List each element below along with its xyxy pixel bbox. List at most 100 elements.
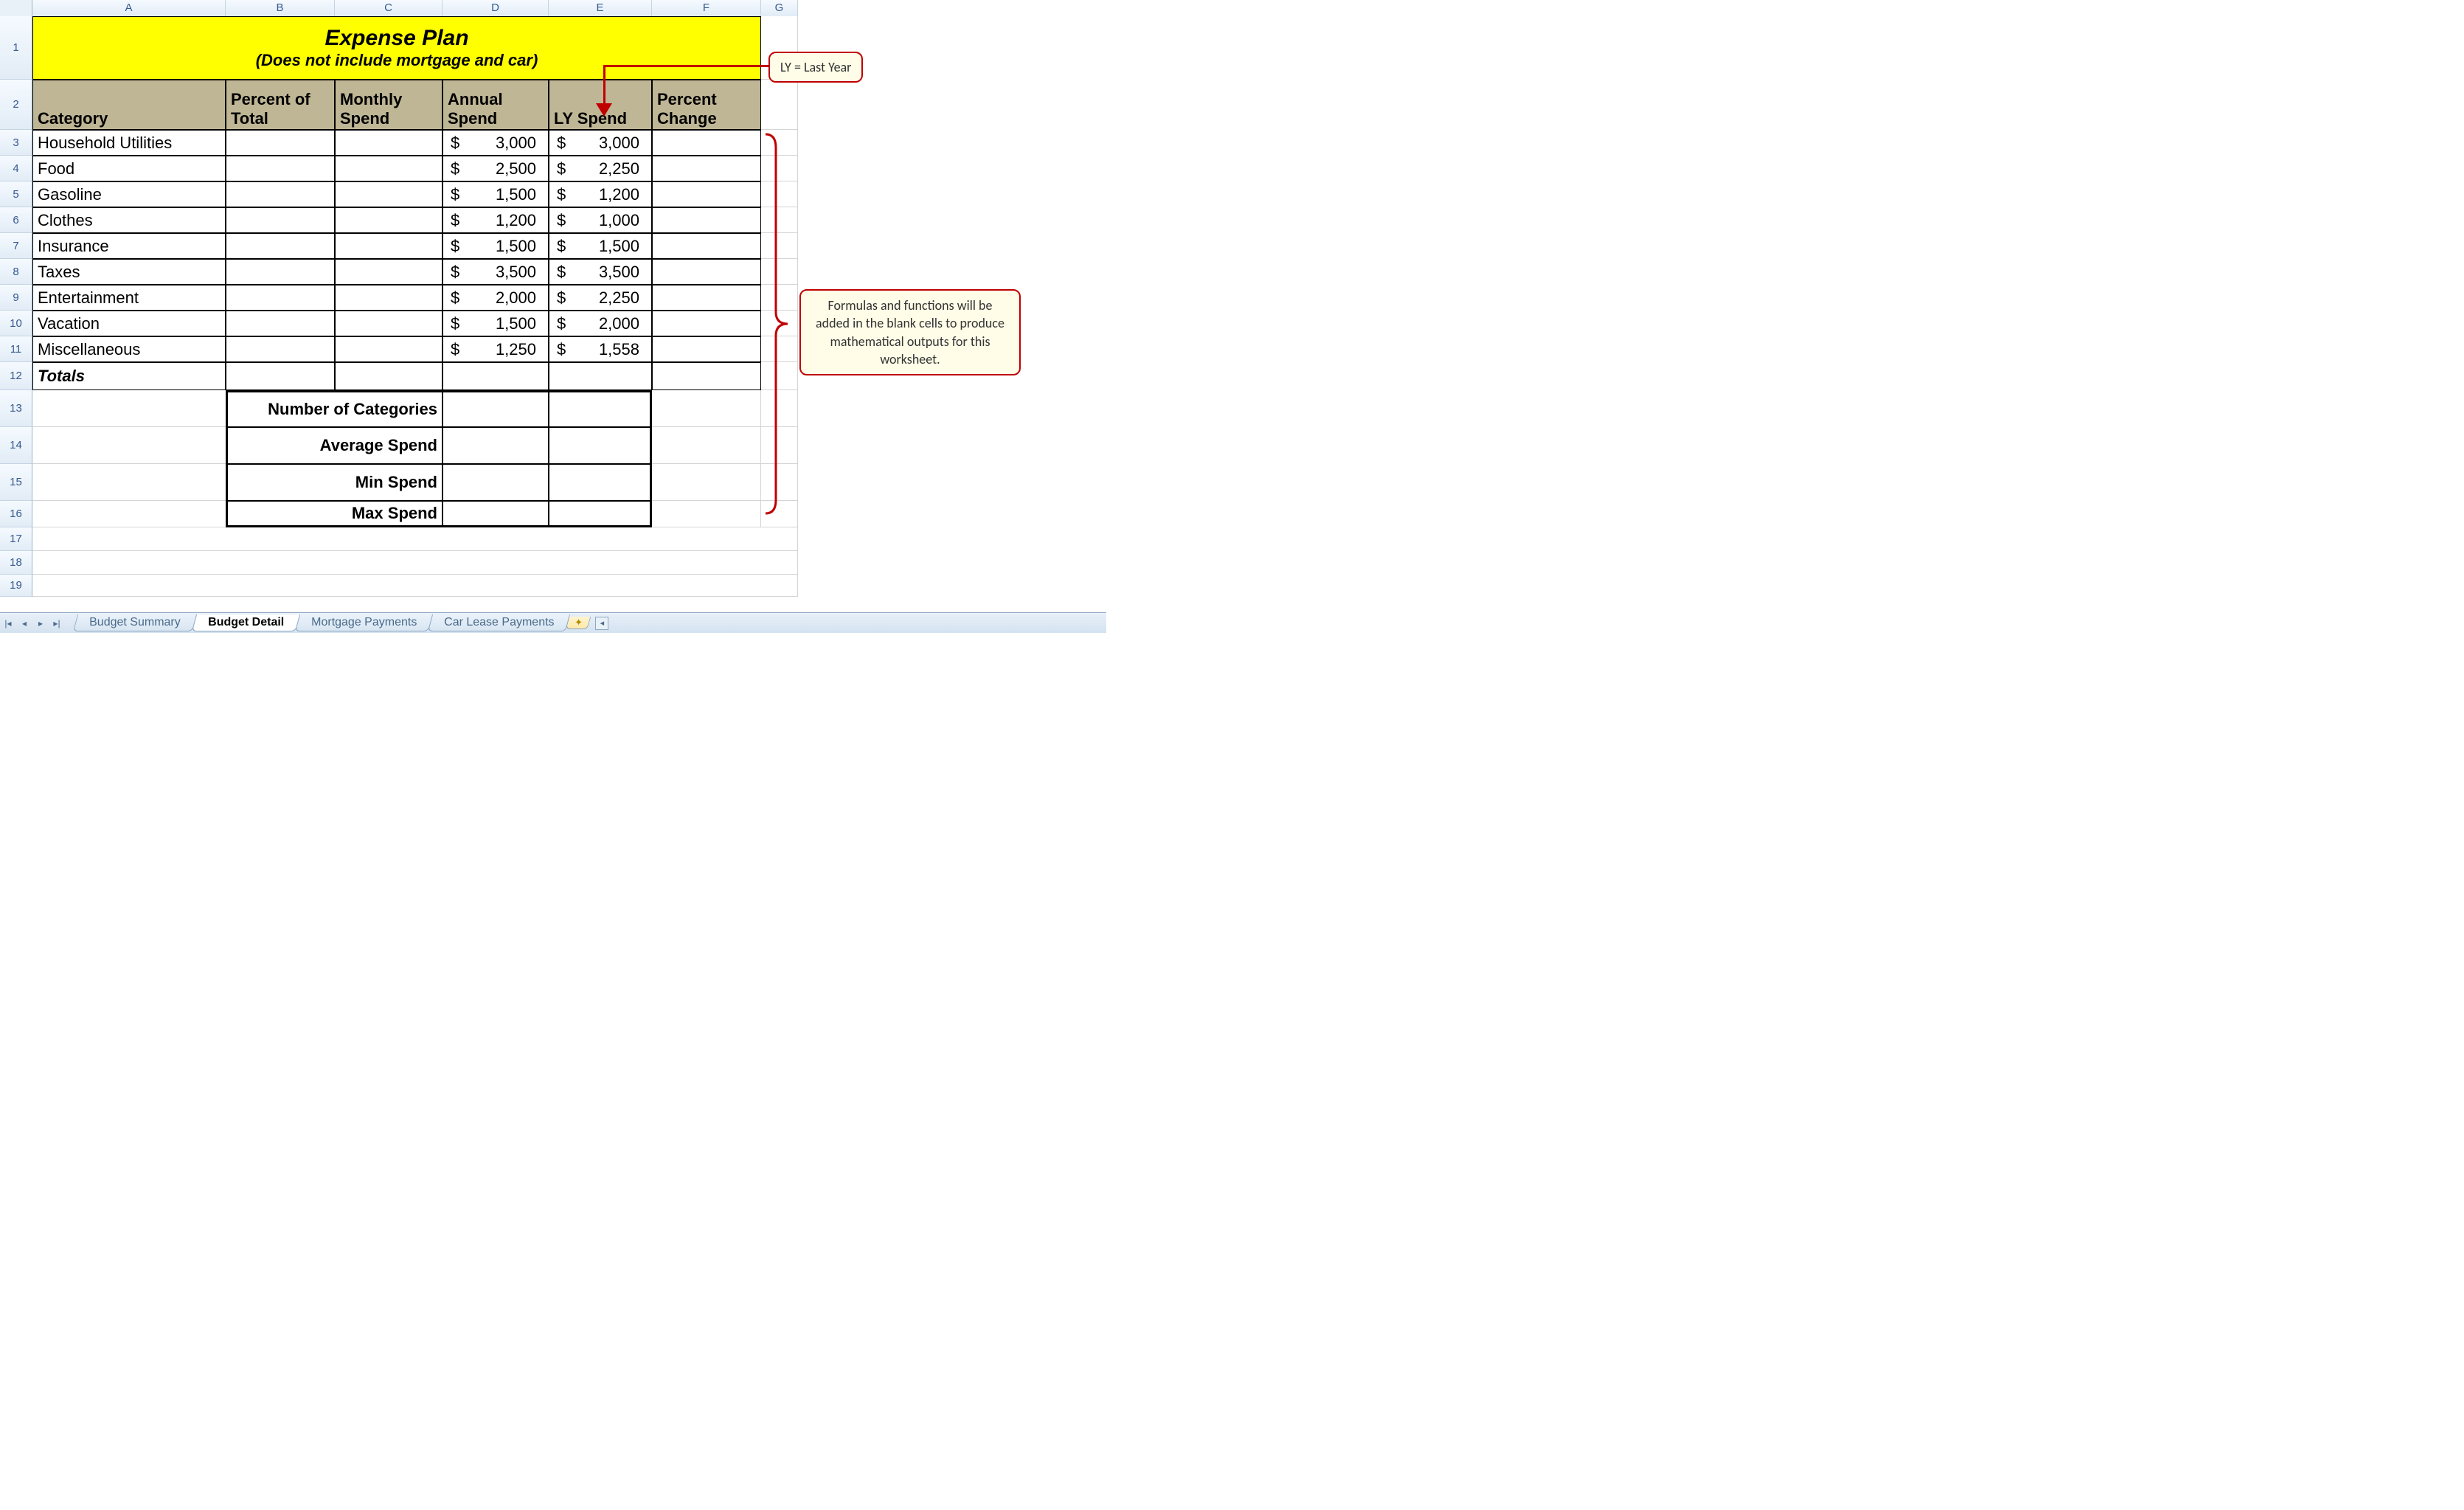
row-header-5[interactable]: 5 xyxy=(0,181,32,207)
row-header-7[interactable]: 7 xyxy=(0,233,32,259)
totals-mon[interactable] xyxy=(335,362,443,390)
cell-annual[interactable]: $1,250 xyxy=(443,336,549,362)
tab-nav-first[interactable]: |◂ xyxy=(0,615,16,631)
cell-F14[interactable] xyxy=(652,427,761,464)
stat-max-e[interactable] xyxy=(549,501,652,527)
stat-avg-label[interactable]: Average Spend xyxy=(226,427,443,464)
cell-A16[interactable] xyxy=(32,501,226,527)
cell-pchange[interactable] xyxy=(652,156,761,181)
col-header-G[interactable]: G xyxy=(761,0,798,16)
cell-category[interactable]: Household Utilities xyxy=(32,130,226,156)
row-header-10[interactable]: 10 xyxy=(0,311,32,336)
cell-pchange[interactable] xyxy=(652,130,761,156)
totals-ann[interactable] xyxy=(443,362,549,390)
row-header-18[interactable]: 18 xyxy=(0,551,32,575)
row-header-4[interactable]: 4 xyxy=(0,156,32,181)
cell-ly[interactable]: $1,558 xyxy=(549,336,652,362)
stat-numcat-label[interactable]: Number of Categories xyxy=(226,390,443,427)
sheet-tab[interactable]: Budget Detail xyxy=(192,614,300,631)
cell-F15[interactable] xyxy=(652,464,761,501)
col-header-B[interactable]: B xyxy=(226,0,335,16)
stat-min-e[interactable] xyxy=(549,464,652,501)
cell-monthly[interactable] xyxy=(335,285,443,311)
cell-pchange[interactable] xyxy=(652,259,761,285)
cell-ly[interactable]: $3,000 xyxy=(549,130,652,156)
row-header-2[interactable]: 2 xyxy=(0,80,32,130)
row-header-16[interactable]: 16 xyxy=(0,501,32,527)
tab-nav-next[interactable]: ▸ xyxy=(32,615,49,631)
cell-ly[interactable]: $2,250 xyxy=(549,156,652,181)
row-header-3[interactable]: 3 xyxy=(0,130,32,156)
tab-nav-prev[interactable]: ◂ xyxy=(16,615,32,631)
totals-label[interactable]: Totals xyxy=(32,362,226,390)
cell-category[interactable]: Insurance xyxy=(32,233,226,259)
row-header-13[interactable]: 13 xyxy=(0,390,32,427)
title-cell[interactable]: Expense Plan (Does not include mortgage … xyxy=(32,16,761,80)
cell-pchange[interactable] xyxy=(652,181,761,207)
cell-A15[interactable] xyxy=(32,464,226,501)
cell-category[interactable]: Vacation xyxy=(32,311,226,336)
stat-min-label[interactable]: Min Spend xyxy=(226,464,443,501)
cell-category[interactable]: Taxes xyxy=(32,259,226,285)
hdr-category[interactable]: Category xyxy=(32,80,226,130)
row-header-11[interactable]: 11 xyxy=(0,336,32,362)
totals-pct[interactable] xyxy=(226,362,335,390)
row-header-19[interactable]: 19 xyxy=(0,575,32,597)
col-header-A[interactable]: A xyxy=(32,0,226,16)
row-header-14[interactable]: 14 xyxy=(0,427,32,464)
cell-pct[interactable] xyxy=(226,285,335,311)
cell-annual[interactable]: $2,500 xyxy=(443,156,549,181)
stat-max-label[interactable]: Max Spend xyxy=(226,501,443,527)
cell-category[interactable]: Food xyxy=(32,156,226,181)
cell-pct[interactable] xyxy=(226,259,335,285)
cell-annual[interactable]: $2,000 xyxy=(443,285,549,311)
cell-ly[interactable]: $1,200 xyxy=(549,181,652,207)
cell-monthly[interactable] xyxy=(335,181,443,207)
sheet-tab[interactable]: Mortgage Payments xyxy=(295,614,433,631)
cell-pct[interactable] xyxy=(226,130,335,156)
row-header-17[interactable]: 17 xyxy=(0,527,32,551)
cell-A13[interactable] xyxy=(32,390,226,427)
cell-category[interactable]: Gasoline xyxy=(32,181,226,207)
cell-pchange[interactable] xyxy=(652,336,761,362)
row-header-1[interactable]: 1 xyxy=(0,16,32,80)
row-19[interactable] xyxy=(32,575,798,597)
cell-ly[interactable]: $3,500 xyxy=(549,259,652,285)
row-header-15[interactable]: 15 xyxy=(0,464,32,501)
cell-monthly[interactable] xyxy=(335,336,443,362)
select-all-corner[interactable] xyxy=(0,0,32,16)
row-header-9[interactable]: 9 xyxy=(0,285,32,311)
cell-F16[interactable] xyxy=(652,501,761,527)
row-17[interactable] xyxy=(32,527,798,551)
cell-annual[interactable]: $3,500 xyxy=(443,259,549,285)
cell-annual[interactable]: $1,500 xyxy=(443,311,549,336)
col-header-D[interactable]: D xyxy=(443,0,549,16)
cell-pchange[interactable] xyxy=(652,311,761,336)
cell-annual[interactable]: $1,500 xyxy=(443,181,549,207)
sheet-tab[interactable]: Budget Summary xyxy=(73,614,197,631)
cell-category[interactable]: Miscellaneous xyxy=(32,336,226,362)
cell-annual[interactable]: $1,200 xyxy=(443,207,549,233)
cell-monthly[interactable] xyxy=(335,233,443,259)
cell-category[interactable]: Clothes xyxy=(32,207,226,233)
insert-sheet-tab[interactable]: ✦ xyxy=(566,617,591,629)
cell-ly[interactable]: $1,000 xyxy=(549,207,652,233)
hdr-pct[interactable]: Percent of Total xyxy=(226,80,335,130)
cell-annual[interactable]: $3,000 xyxy=(443,130,549,156)
cell-pct[interactable] xyxy=(226,233,335,259)
cell-pct[interactable] xyxy=(226,156,335,181)
cell-ly[interactable]: $2,250 xyxy=(549,285,652,311)
cell-ly[interactable]: $1,500 xyxy=(549,233,652,259)
col-header-E[interactable]: E xyxy=(549,0,652,16)
row-18[interactable] xyxy=(32,551,798,575)
tab-nav-last[interactable]: ▸| xyxy=(49,615,65,631)
cell-pct[interactable] xyxy=(226,311,335,336)
cell-monthly[interactable] xyxy=(335,311,443,336)
cell-monthly[interactable] xyxy=(335,207,443,233)
cell-category[interactable]: Entertainment xyxy=(32,285,226,311)
cell-monthly[interactable] xyxy=(335,156,443,181)
sheet-tab[interactable]: Car Lease Payments xyxy=(428,614,571,631)
hdr-pchange[interactable]: Percent Change xyxy=(652,80,761,130)
totals-pch[interactable] xyxy=(652,362,761,390)
cell-monthly[interactable] xyxy=(335,130,443,156)
